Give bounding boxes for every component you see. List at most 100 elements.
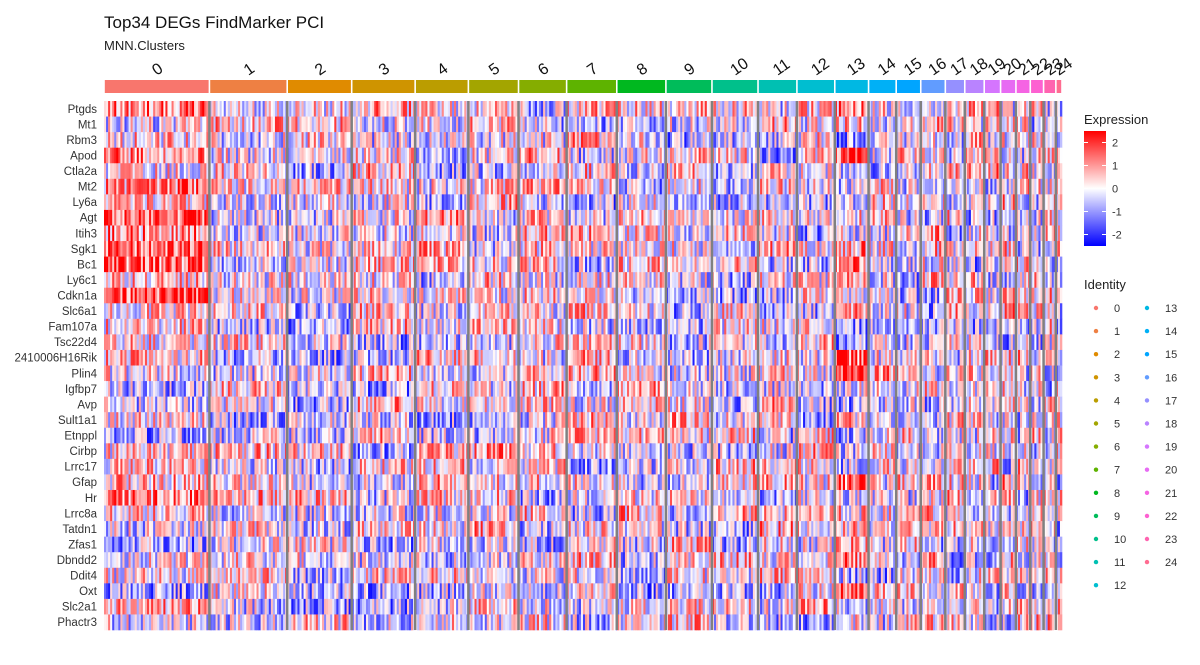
heatmap-cell xyxy=(108,489,111,506)
heatmap-cell xyxy=(126,272,129,289)
heatmap-cell xyxy=(244,303,247,320)
heatmap-cell xyxy=(146,334,150,351)
heatmap-cell xyxy=(328,412,331,429)
heatmap-cell xyxy=(366,132,369,148)
heatmap-cell xyxy=(398,163,402,180)
heatmap-cell xyxy=(225,163,229,180)
heatmap-cell xyxy=(122,272,125,289)
heatmap-cell xyxy=(382,147,385,164)
heatmap-cell xyxy=(211,241,214,257)
heatmap-cell xyxy=(322,505,325,522)
heatmap-cell xyxy=(301,163,304,180)
heatmap-cell xyxy=(340,521,343,537)
heatmap-cell xyxy=(260,334,263,351)
heatmap-cell xyxy=(183,505,187,522)
heatmap-cell xyxy=(374,412,377,429)
heatmap-cell xyxy=(132,412,136,429)
heatmap-cell xyxy=(144,209,148,226)
heatmap-cell xyxy=(279,209,282,226)
heatmap-cell xyxy=(142,303,146,320)
heatmap-cell xyxy=(388,256,391,273)
heatmap-cell xyxy=(112,598,115,615)
heatmap-cell xyxy=(155,225,158,242)
heatmap-cell xyxy=(346,272,349,289)
heatmap-cell xyxy=(254,147,257,164)
heatmap-cell xyxy=(106,147,109,164)
heatmap-cell xyxy=(342,318,345,335)
heatmap-cell xyxy=(376,598,379,615)
heatmap-cell xyxy=(388,567,391,584)
heatmap-cell xyxy=(248,567,251,584)
heatmap-cell xyxy=(390,272,393,289)
heatmap-cell xyxy=(268,505,272,522)
heatmap-cell xyxy=(198,303,201,320)
heatmap-cell xyxy=(291,614,294,631)
heatmap-cell xyxy=(319,381,323,397)
heatmap-cell xyxy=(258,489,261,506)
heatmap-cell xyxy=(177,256,181,273)
heatmap-cell xyxy=(227,536,231,553)
heatmap-cell xyxy=(144,256,148,273)
heatmap-cell xyxy=(140,241,144,257)
heatmap-cell xyxy=(231,303,235,320)
heatmap-cell xyxy=(206,163,209,180)
heatmap-cell xyxy=(136,194,140,211)
heatmap-cell xyxy=(313,552,317,569)
heatmap-cell xyxy=(297,365,300,382)
heatmap-cell xyxy=(276,381,280,397)
heatmap-cell xyxy=(297,396,300,413)
heatmap-cell xyxy=(116,101,119,117)
heatmap-cell xyxy=(330,396,333,413)
heatmap-cell xyxy=(181,567,185,584)
heatmap-cell xyxy=(236,163,239,180)
heatmap-cell xyxy=(390,489,393,506)
heatmap-cell xyxy=(311,287,315,304)
heatmap-cell xyxy=(394,567,398,584)
heatmap-cell xyxy=(104,396,107,413)
heatmap-cell xyxy=(281,116,284,133)
heatmap-cell xyxy=(110,163,113,180)
heatmap-cell xyxy=(169,318,172,335)
heatmap-cell xyxy=(223,567,227,584)
heatmap-cell xyxy=(206,583,209,600)
heatmap-cell xyxy=(173,303,176,320)
heatmap-cell xyxy=(204,443,207,460)
heatmap-cell xyxy=(378,349,381,366)
heatmap-cell xyxy=(355,303,359,320)
heatmap-cell xyxy=(342,365,345,382)
heatmap-cell xyxy=(217,614,220,631)
heatmap-cell xyxy=(122,396,125,413)
heatmap-cell xyxy=(305,318,308,335)
heatmap-cell xyxy=(194,147,197,164)
heatmap-cell xyxy=(394,101,398,117)
heatmap-cell xyxy=(211,287,214,304)
heatmap-cell xyxy=(151,458,154,475)
heatmap-cell xyxy=(181,396,185,413)
heatmap-cell xyxy=(163,505,166,522)
heatmap-cell xyxy=(153,567,156,584)
heatmap-cell xyxy=(274,194,278,211)
heatmap-cell xyxy=(370,334,373,351)
heatmap-cell xyxy=(169,365,172,382)
heatmap-cell xyxy=(187,225,191,242)
heatmap-cell xyxy=(217,194,220,211)
heatmap-cell xyxy=(368,552,371,569)
heatmap-cell xyxy=(344,489,347,506)
heatmap-cell xyxy=(295,552,298,569)
heatmap-cell xyxy=(386,147,389,164)
heatmap-cell xyxy=(274,365,278,382)
heatmap-cell xyxy=(118,147,121,164)
heatmap-cell xyxy=(394,505,398,522)
heatmap-cell xyxy=(179,396,183,413)
heatmap-cell xyxy=(206,396,209,413)
heatmap-cell xyxy=(229,598,233,615)
heatmap-cell xyxy=(299,225,302,242)
heatmap-cell xyxy=(219,303,223,320)
heatmap-cell xyxy=(384,489,387,506)
heatmap-cell xyxy=(161,583,164,600)
heatmap-cell xyxy=(353,427,357,444)
heatmap-cell xyxy=(116,536,119,553)
heatmap-cell xyxy=(106,427,109,444)
heatmap-cell xyxy=(227,598,231,615)
heatmap-cell xyxy=(155,101,158,117)
